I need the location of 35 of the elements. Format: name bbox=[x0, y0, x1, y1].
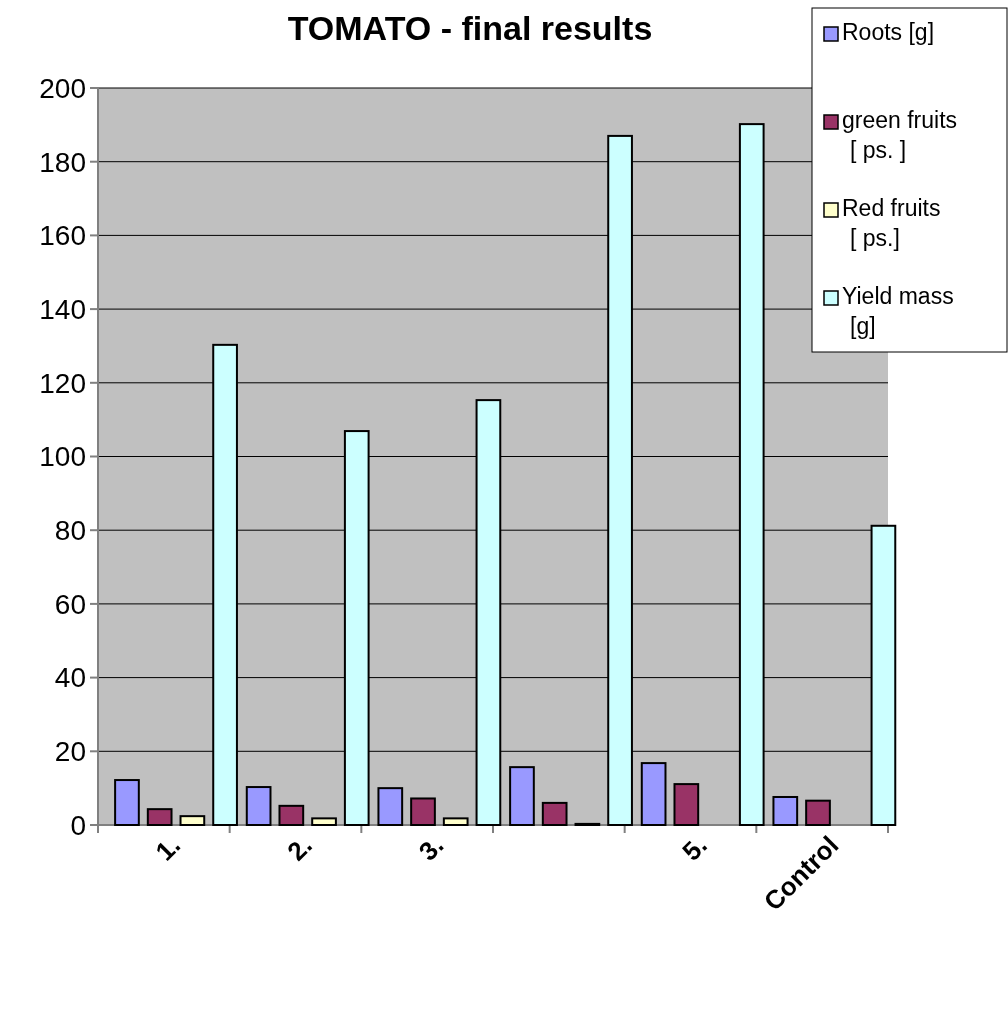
bar bbox=[772, 795, 799, 826]
y-tick-label: 200 bbox=[39, 72, 86, 104]
y-tick-label: 160 bbox=[39, 220, 86, 252]
legend-label: Yield mass [g] bbox=[842, 283, 954, 339]
y-tick-label: 140 bbox=[39, 293, 86, 325]
y-tick-label: 180 bbox=[39, 146, 86, 178]
y-tick-label: 80 bbox=[54, 515, 86, 546]
y-tick-label: 40 bbox=[54, 662, 86, 694]
chart-title: TOMATO - final results bbox=[287, 9, 653, 47]
x-tick-label: 5. bbox=[676, 830, 713, 867]
bar bbox=[410, 797, 436, 826]
y-tick-label: 60 bbox=[54, 588, 86, 620]
bar bbox=[640, 762, 667, 826]
x-tick-label: 3. bbox=[412, 830, 450, 867]
y-tick-label: 120 bbox=[39, 367, 86, 399]
bar bbox=[179, 815, 206, 826]
bar bbox=[311, 817, 337, 826]
y-tick-label: 0 bbox=[70, 809, 86, 841]
y-tick-label: 20 bbox=[54, 736, 86, 768]
x-tick-label: 2. bbox=[281, 830, 318, 867]
y-tick-label: 100 bbox=[39, 441, 86, 473]
bar bbox=[541, 801, 568, 826]
bar bbox=[114, 779, 140, 826]
legend-label: green fruits [ ps. ] bbox=[842, 107, 958, 163]
legend-label: Roots [g] bbox=[842, 19, 935, 45]
x-tick-label: 1. bbox=[149, 830, 187, 867]
bar bbox=[509, 766, 535, 826]
bar bbox=[245, 786, 272, 826]
bar bbox=[278, 804, 305, 826]
bar bbox=[377, 787, 404, 826]
bar bbox=[673, 783, 700, 826]
bar bbox=[442, 817, 469, 826]
legend-label: Red fruits [ ps.] bbox=[842, 195, 941, 251]
bar bbox=[146, 808, 173, 826]
bar bbox=[805, 799, 831, 826]
